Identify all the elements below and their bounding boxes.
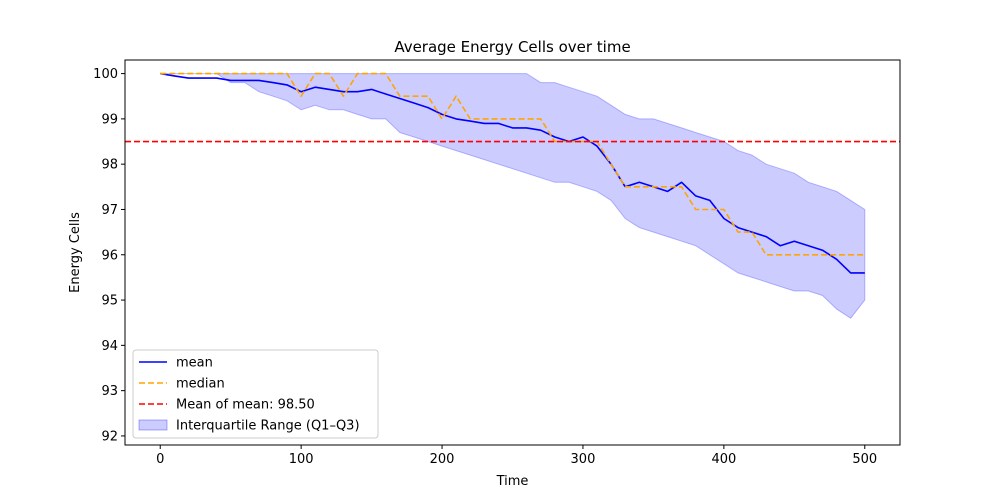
y-axis-title: Energy Cells [68, 212, 83, 293]
plot-area [125, 72, 900, 319]
legend-label: median [176, 377, 225, 392]
y-tick-label: 97 [101, 203, 118, 218]
legend-box [132, 349, 379, 439]
axes-frame [124, 59, 901, 446]
legend-label: Mean of mean: 98.50 [176, 398, 315, 413]
y-tick-label: 98 [101, 158, 118, 173]
x-tick-label: 400 [711, 452, 736, 467]
chart-title: Average Energy Cells over time [394, 38, 630, 56]
y-tick-label: 92 [101, 429, 118, 444]
y-tick-label: 96 [101, 248, 118, 263]
x-tick-label: 300 [571, 452, 596, 467]
y-tick-label: 93 [101, 384, 118, 399]
legend: mean median Mean of mean: 98.50 Interquarti… [132, 349, 379, 439]
y-tick-label: 95 [101, 294, 118, 309]
iqr-band [160, 73, 866, 319]
axes: 0 100 200 300 400 500 92 93 94 95 96 97 98 99 100 [93, 59, 901, 467]
y-tick-label: 94 [101, 339, 118, 354]
legend-label: mean [176, 356, 213, 371]
y-tick-label: 99 [101, 112, 118, 127]
legend-swatch-iqr [138, 419, 168, 431]
x-tick-label: 200 [430, 452, 455, 467]
x-axis-title: Time [496, 474, 529, 489]
x-tick-label: 500 [852, 452, 877, 467]
series-line-median [160, 72, 865, 256]
x-tick-label: 0 [156, 452, 164, 467]
legend-label: Interquartile Range (Q1–Q3) [176, 419, 360, 434]
y-tick-label: 100 [93, 67, 118, 82]
series-line-mean [160, 72, 865, 274]
x-tick-label: 100 [289, 452, 314, 467]
